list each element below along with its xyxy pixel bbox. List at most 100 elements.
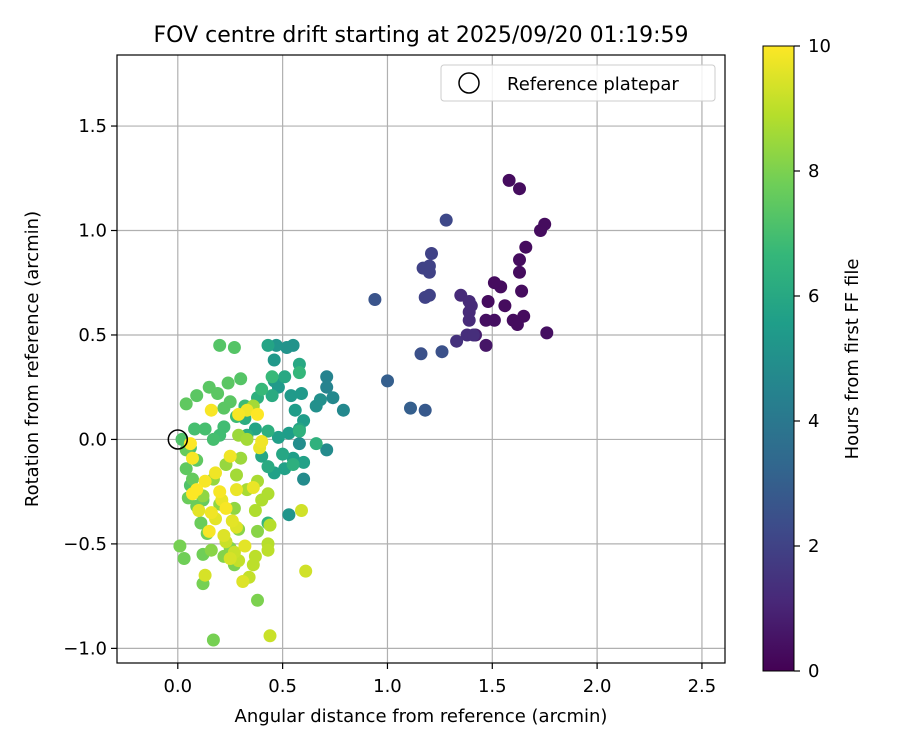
data-point: [223, 552, 237, 565]
data-point: [534, 224, 547, 237]
data-point: [313, 393, 327, 407]
data-point: [286, 458, 300, 471]
data-point: [213, 338, 227, 352]
data-point: [381, 374, 394, 388]
data-point: [211, 387, 225, 400]
colorbar-gradient: [762, 45, 795, 672]
x-tick-label: 2.0: [583, 676, 612, 697]
data-point: [173, 539, 187, 553]
data-point: [487, 276, 501, 290]
data-point: [246, 558, 260, 572]
data-point: [295, 387, 308, 400]
data-point: [336, 403, 350, 417]
colorbar-tick-label: 0: [808, 661, 819, 682]
data-point: [227, 341, 241, 354]
data-point: [246, 481, 260, 494]
data-point: [487, 313, 501, 327]
data-point: [238, 539, 252, 553]
data-point: [198, 568, 212, 582]
data-point: [284, 389, 298, 403]
data-point: [540, 326, 554, 340]
y-tick-label: −1.0: [63, 638, 107, 659]
data-point: [186, 472, 199, 486]
data-point: [194, 516, 208, 530]
legend-marker: [458, 72, 480, 94]
data-point: [209, 466, 222, 480]
data-point: [519, 240, 533, 254]
data-point: [204, 403, 218, 417]
data-point: [450, 334, 464, 348]
data-point: [223, 395, 237, 409]
data-point: [255, 382, 269, 396]
data-point: [251, 593, 264, 607]
colorbar-ticks: 0 2 4 6 8 10: [794, 36, 831, 682]
data-point: [271, 430, 285, 444]
data-point: [422, 288, 436, 302]
data-point: [251, 407, 264, 421]
legend: Reference platepar: [440, 64, 716, 102]
x-axis-label: Angular distance from reference (arcmin): [235, 706, 608, 727]
data-points: [173, 173, 554, 647]
data-point: [368, 293, 382, 306]
data-point: [267, 353, 281, 367]
data-point: [513, 253, 526, 267]
data-point: [192, 504, 206, 517]
data-point: [278, 370, 292, 384]
data-point: [248, 504, 262, 517]
data-point: [276, 447, 290, 461]
data-point: [282, 508, 296, 522]
x-tick-label: 0.5: [268, 676, 297, 697]
data-point: [225, 514, 239, 528]
data-point: [425, 247, 438, 260]
data-point: [204, 506, 218, 520]
colorbar-tick-label: 8: [808, 161, 819, 182]
data-point: [404, 401, 417, 415]
data-point: [299, 564, 313, 578]
data-point: [295, 504, 308, 517]
data-point: [190, 483, 204, 497]
y-tick-label: −0.5: [63, 534, 107, 555]
data-point: [261, 487, 275, 501]
data-point: [265, 389, 279, 403]
data-point: [282, 426, 296, 440]
data-point: [179, 462, 193, 476]
data-point: [418, 403, 432, 417]
data-point: [206, 633, 220, 647]
data-point: [414, 347, 428, 361]
data-point: [297, 455, 311, 469]
data-point: [466, 328, 480, 342]
colorbar-label: Hours from first FF file: [842, 259, 863, 460]
data-point: [213, 485, 227, 499]
data-point: [320, 380, 334, 394]
data-point: [462, 313, 476, 327]
data-point: [223, 449, 237, 463]
data-point: [221, 376, 235, 390]
data-point: [198, 422, 212, 436]
data-point: [240, 432, 254, 446]
data-point: [232, 407, 246, 421]
data-point: [320, 443, 334, 457]
data-point: [255, 435, 269, 448]
colorbar-tick-label: 2: [808, 536, 819, 557]
colorbar: 0 2 4 6 8 10 Hours from first FF file: [762, 36, 863, 682]
data-point: [206, 432, 220, 446]
y-axis-label: Rotation from reference (arcmin): [22, 211, 43, 507]
data-point: [202, 524, 216, 538]
chart-title: FOV centre drift starting at 2025/09/20 …: [154, 23, 689, 48]
data-point: [513, 182, 526, 196]
data-point: [234, 372, 248, 386]
grid: [117, 55, 725, 663]
data-point: [230, 483, 243, 497]
legend-label: Reference platepar: [507, 74, 679, 95]
x-tick-label: 2.5: [688, 676, 717, 697]
data-point: [422, 265, 436, 279]
x-tick-label: 1.5: [478, 676, 507, 697]
reference-marker: [167, 429, 189, 450]
data-point: [261, 424, 275, 438]
data-point: [510, 318, 524, 331]
legend-box: [440, 64, 716, 102]
data-point: [177, 552, 191, 565]
data-point: [186, 451, 199, 465]
data-point: [288, 403, 302, 417]
